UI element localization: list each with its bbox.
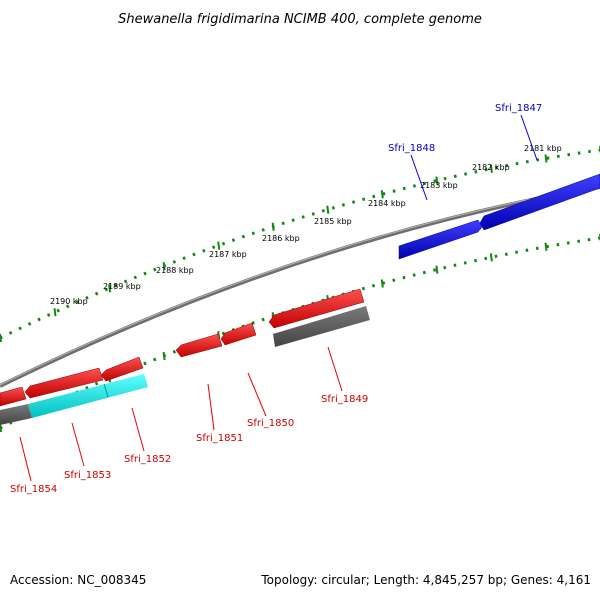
leader-line-sfri-1852 [131,407,145,452]
scale-tick [544,242,548,251]
gene-label-sfri-1853[interactable]: Sfri_1853 [64,470,111,481]
gene-sfri-1854[interactable] [0,386,27,407]
scale-label: 2189 kbp [103,282,141,291]
gene-sfri-1851[interactable] [175,333,223,358]
gene-label-sfri-1854[interactable]: Sfri_1854 [10,484,57,495]
map-title: Shewanella frigidimarina NCIMB 400, comp… [118,12,482,27]
scale-tick [108,284,112,293]
scale-tick [435,176,439,185]
scale-tick [271,222,275,231]
scale-label: 2186 kbp [262,234,300,243]
gene-sfri-1847[interactable] [479,173,600,231]
gene-sfri-1850[interactable] [220,322,257,346]
leader-line-sfri-1853 [71,422,85,467]
cds-sfri-1854 [0,404,32,425]
scale-label: 2188 kbp [156,266,194,275]
scale-tick [217,241,221,250]
genome-backbone [0,185,600,388]
gene-sfri-1848[interactable] [398,219,483,260]
scale-tick [326,205,330,214]
scale-tick [544,154,548,163]
accession-text: Accession: NC_008345 [10,573,147,587]
topology-text: Topology: circular; Length: 4,845,257 bp… [261,573,591,587]
scale-label: 2183 kbp [420,181,458,190]
gene-label-sfri-1847[interactable]: Sfri_1847 [495,103,542,114]
gene-sfri-1849[interactable] [268,288,365,329]
scale-tick [380,190,384,199]
gene-label-sfri-1850[interactable]: Sfri_1850 [247,418,294,429]
scale-tick [489,164,493,173]
scale-tick [162,261,166,271]
scale-tick [0,423,2,433]
leader-line-sfri-1848 [410,154,428,201]
scale-label: 2181 kbp [524,144,562,153]
scale-label: 2184 kbp [368,199,406,208]
leader-line-sfri-1854 [19,436,32,482]
cds-sfri-1849 [273,306,370,347]
gene-label-sfri-1851[interactable]: Sfri_1851 [196,433,243,444]
scale-label: 2185 kbp [314,217,352,226]
scale-ticks-inner [0,234,600,433]
scale-label: 2182 kbp [472,163,510,172]
scale-tick [435,265,439,274]
leader-line-sfri-1847 [520,114,538,161]
gene-sfri-1853[interactable] [24,367,104,399]
scale-ticks-outer [0,146,600,343]
scale-tick [162,351,166,361]
cds-sfri-1853-1852 [28,374,148,418]
scale-tick [53,308,57,317]
genome-backbone-highlight [0,185,600,386]
gene-label-sfri-1852[interactable]: Sfri_1852 [124,454,171,465]
scale-tick [0,333,2,343]
gene-label-sfri-1849[interactable]: Sfri_1849 [321,394,368,405]
scale-label: 2187 kbp [209,250,247,259]
leader-line-sfri-1850 [247,372,267,417]
gene-label-sfri-1848[interactable]: Sfri_1848 [388,143,435,154]
scale-labels: 2181 kbp 2182 kbp 2183 kbp 2184 kbp 2185… [50,144,562,306]
gene-sfri-1852[interactable] [100,356,144,382]
scale-label: 2190 kbp [50,297,88,306]
scale-tick [380,279,384,288]
leader-line-sfri-1851 [207,383,215,431]
leader-line-sfri-1849 [327,346,343,392]
scale-tick [489,253,493,262]
